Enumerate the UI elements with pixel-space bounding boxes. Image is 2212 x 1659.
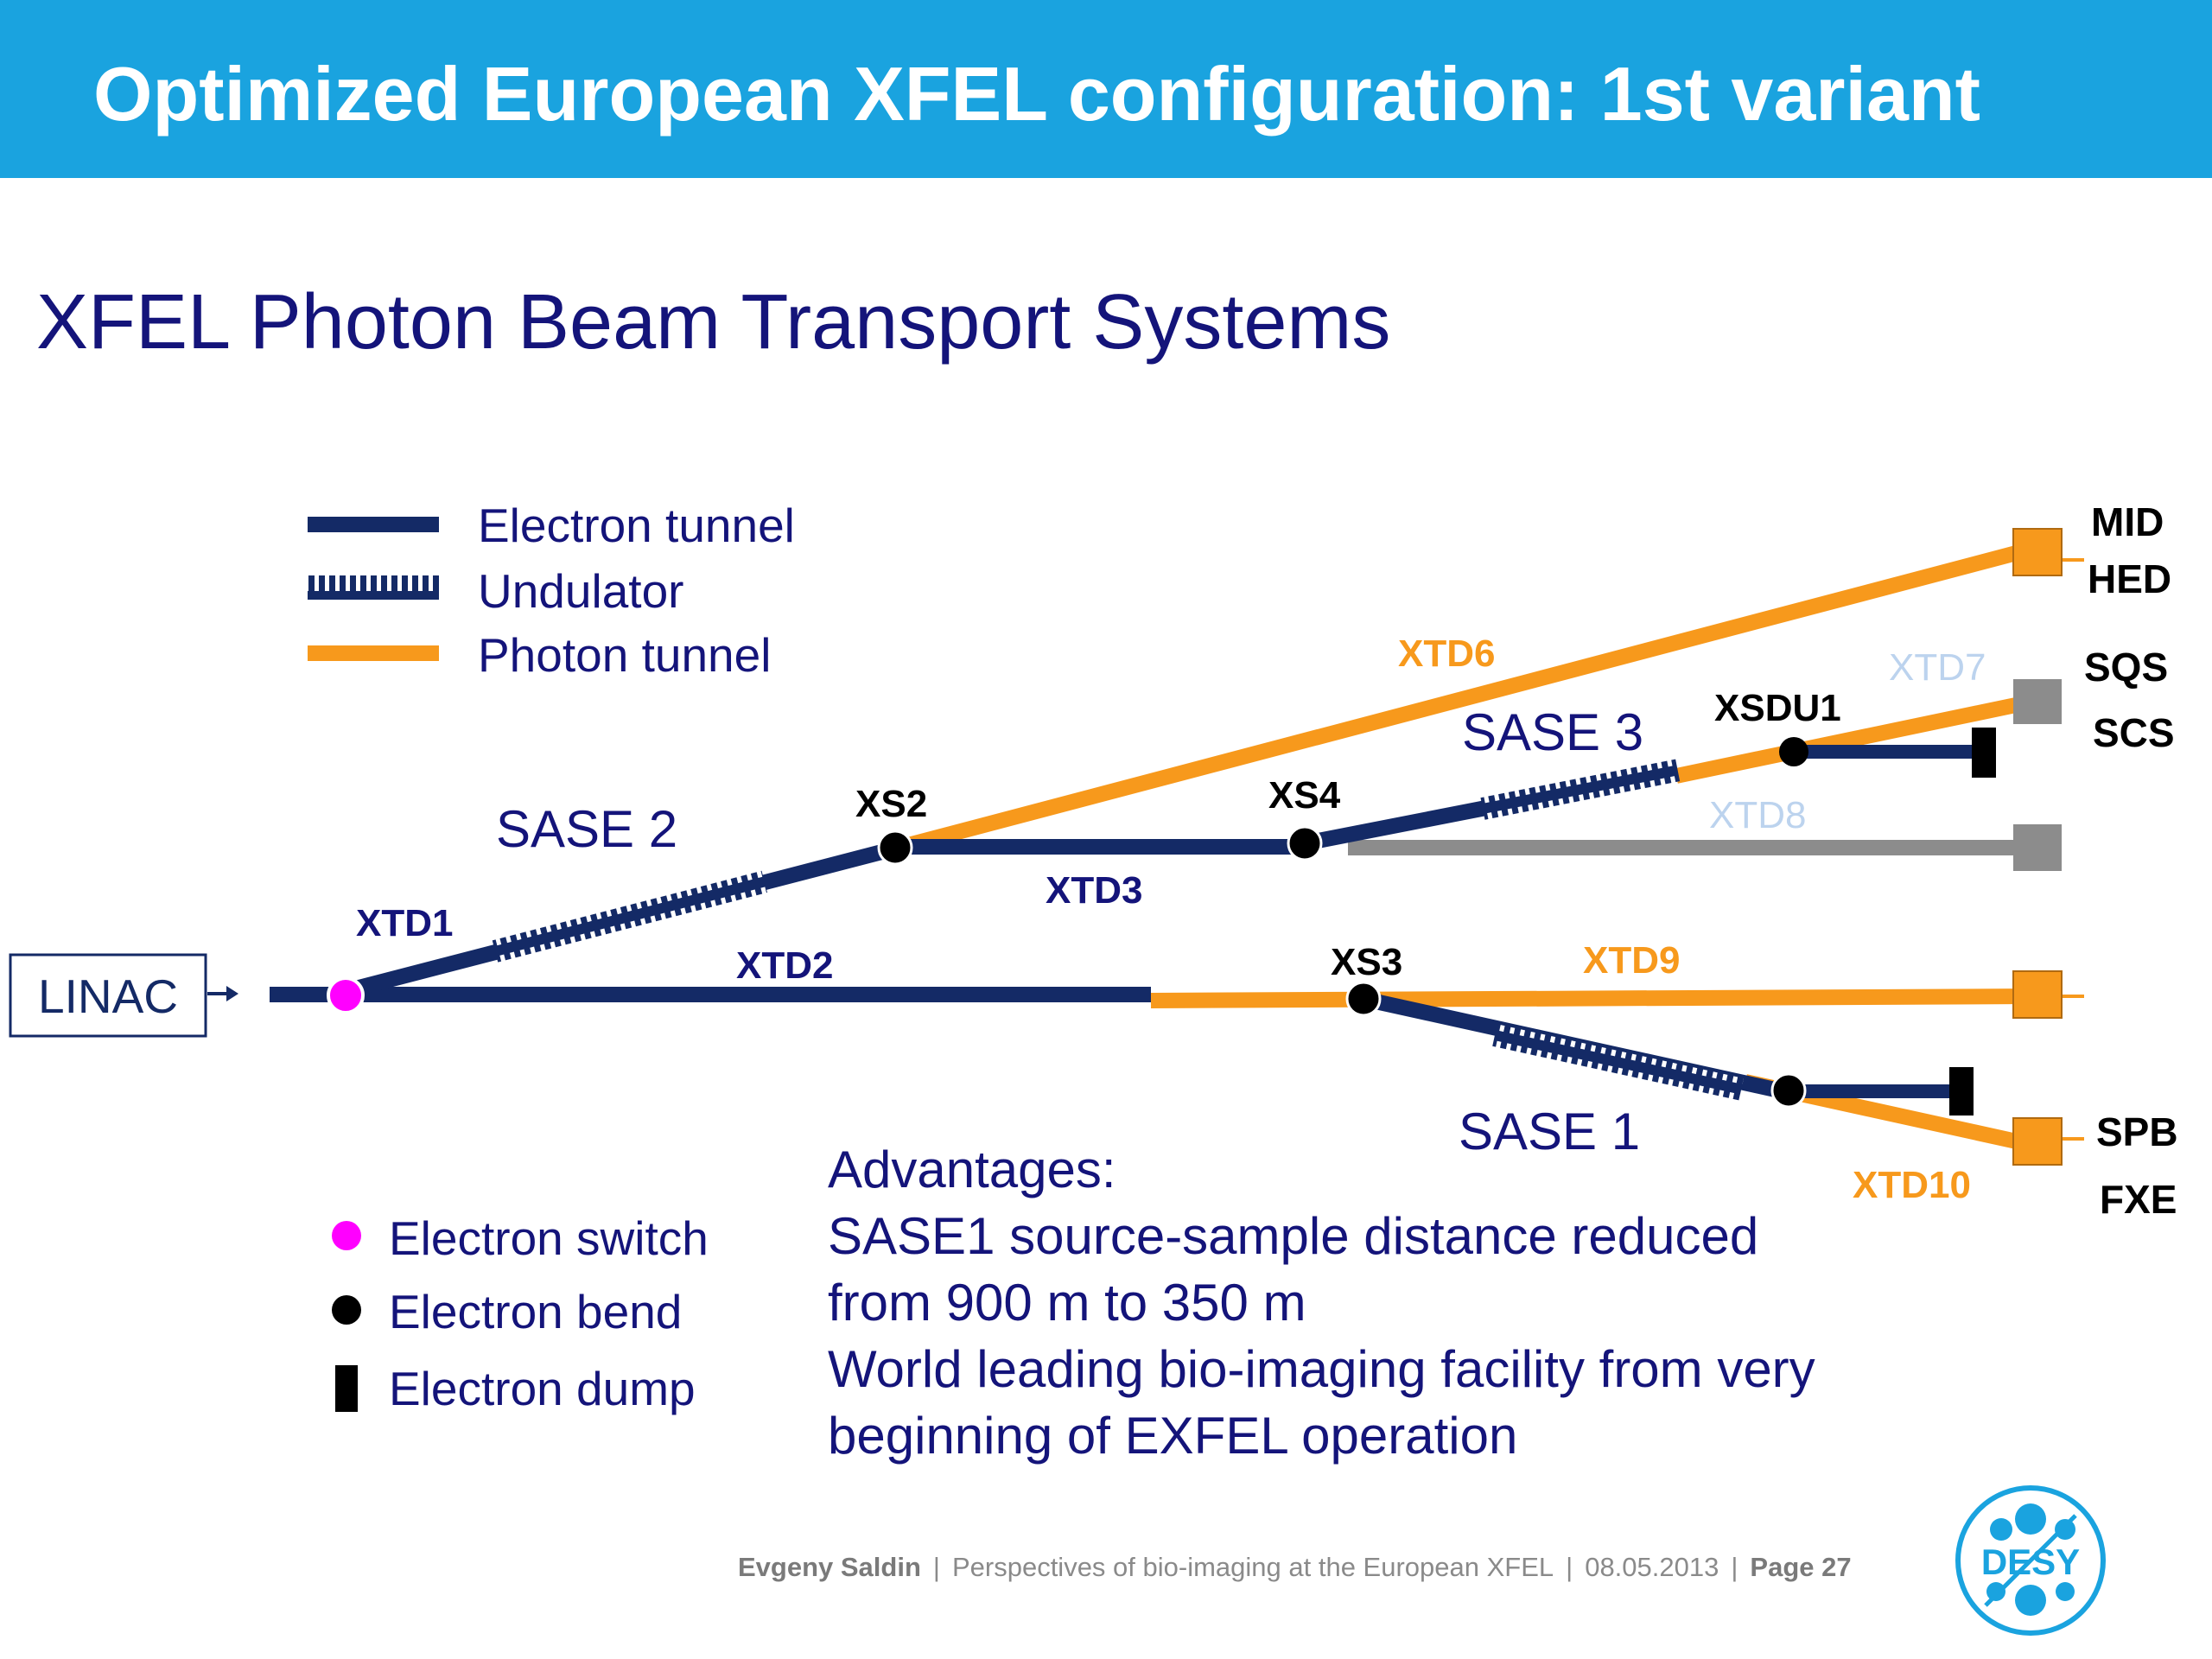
mid-hed-station <box>2012 528 2063 576</box>
beamline-labels: XTD1 XTD2 XTD3 XTD6 XTD7 XTD8 XTD9 XTD10… <box>356 632 1986 1206</box>
xtd1-label: XTD1 <box>356 902 453 944</box>
xtd9-tunnel <box>1150 988 2033 1008</box>
sase3-undulator <box>1480 759 1681 820</box>
xs4-label: XS4 <box>1268 774 1341 817</box>
legend-electron-tunnel-label: Electron tunnel <box>478 499 795 552</box>
xtd8-label: XTD8 <box>1709 794 1806 836</box>
xtd6-tunnel <box>893 543 2029 856</box>
experiment-stations <box>2012 528 2063 1166</box>
spb-fxe-station <box>2012 1117 2063 1166</box>
desy-logo-dot-bottom <box>2015 1585 2046 1616</box>
station-scs-label: SCS <box>2093 710 2175 755</box>
xs2-label: XS2 <box>855 783 927 825</box>
footer-page-number: Page 27 <box>1750 1552 1852 1582</box>
sase1-label: SASE 1 <box>1459 1103 1640 1160</box>
sase2-undulator <box>492 870 767 963</box>
xtd7-label: XTD7 <box>1889 646 1986 689</box>
linac-box <box>9 953 207 1038</box>
sqs-scs-station <box>2013 679 2062 724</box>
legend-electron-dump-icon <box>335 1365 358 1412</box>
linac-arrow-head <box>226 986 238 1001</box>
footer-date: 08.05.2013 <box>1585 1552 1719 1582</box>
legend-photon-tunnel-label: Photon tunnel <box>478 628 771 682</box>
advantages-line-2: from 900 m to 350 m <box>828 1274 1306 1332</box>
desy-logo: DESY <box>1955 1485 2106 1636</box>
station-sqs-label: SQS <box>2084 645 2168 690</box>
legend-electron-bend-label: Electron bend <box>389 1285 682 1338</box>
legend-electron-switch-icon <box>332 1221 361 1250</box>
station-names: MID HED SQS SCS SPB FXE <box>2084 499 2178 1222</box>
advantages-line-1: SASE1 source-sample distance reduced <box>828 1207 1759 1265</box>
linac-label: LINAC <box>38 969 178 1023</box>
legend-electron-bend-icon <box>332 1295 361 1325</box>
station-hed-label: HED <box>2088 556 2171 601</box>
legend-electron-switch-label: Electron switch <box>389 1211 709 1265</box>
station-mid-label: MID <box>2091 499 2164 544</box>
xtd2-label: XTD2 <box>736 944 833 987</box>
xs4-bend-icon <box>1287 825 1323 861</box>
slide-subtitle: XFEL Photon Beam Transport Systems <box>36 279 1391 365</box>
advantages-line-3: World leading bio-imaging facility from … <box>828 1340 1815 1398</box>
xs2-bend-icon <box>877 830 913 866</box>
sase1-dump-bend-icon <box>1770 1072 1807 1109</box>
desy-logo-dot-left <box>1990 1518 2012 1541</box>
legend-symbols: Electron switch Electron bend Electron d… <box>332 1211 709 1415</box>
sase3-label: SASE 3 <box>1462 703 1643 761</box>
sase1-electron-dump <box>1949 1067 1974 1116</box>
desy-logo-dot-bottom-left <box>1986 1582 2005 1601</box>
legend-lines: Electron tunnel Undulator Photon tunnel <box>308 499 795 682</box>
xs3-bend-icon <box>1345 981 1382 1017</box>
xsdu1-bend-icon <box>1779 737 1808 766</box>
xtd3-label: XTD3 <box>1046 869 1142 912</box>
advantages-line-4: beginning of EXFEL operation <box>828 1407 1518 1465</box>
desy-logo-dot-bottom-right <box>2056 1582 2075 1601</box>
undulators <box>492 759 1744 1101</box>
xsdu1-label: XSDU1 <box>1714 687 1841 729</box>
title-bar: Optimized European XFEL configuration: 1… <box>0 0 2212 178</box>
desy-logo-dot-top <box>2015 1503 2046 1535</box>
xtd6-label: XTD6 <box>1398 632 1495 675</box>
station-spb-label: SPB <box>2096 1109 2178 1154</box>
xtd8-station <box>2013 824 2062 871</box>
xtd7-tunnel <box>1675 694 2034 784</box>
advantages-block: Advantages: SASE1 source-sample distance… <box>828 1136 1815 1469</box>
slide-title: Optimized European XFEL configuration: 1… <box>93 51 1980 137</box>
xtd9-station <box>2012 970 2063 1019</box>
xs3-label: XS3 <box>1331 941 1402 983</box>
sase1-undulator <box>1492 1024 1744 1101</box>
sase2-label: SASE 2 <box>496 800 677 858</box>
advantages-heading: Advantages: <box>828 1141 1116 1198</box>
sase3-electron-dump <box>1972 728 1996 778</box>
legend-undulator-label: Undulator <box>478 564 683 618</box>
electron-switch-icon <box>327 976 365 1014</box>
desy-logo-text: DESY <box>1981 1541 2080 1582</box>
footer-talk-title: Perspectives of bio-imaging at the Europ… <box>951 1552 1554 1582</box>
footer-author: Evgeny Saldin <box>738 1552 921 1582</box>
legend-undulator-swatch <box>308 575 439 600</box>
slide-footer: Evgeny Saldin | Perspectives of bio-imagin… <box>738 1552 1852 1582</box>
xtd10-label: XTD10 <box>1853 1164 1971 1206</box>
station-fxe-label: FXE <box>2100 1177 2177 1222</box>
xtd9-label: XTD9 <box>1583 939 1680 982</box>
desy-logo-dot-right <box>2055 1519 2075 1540</box>
legend-electron-dump-label: Electron dump <box>389 1362 696 1415</box>
